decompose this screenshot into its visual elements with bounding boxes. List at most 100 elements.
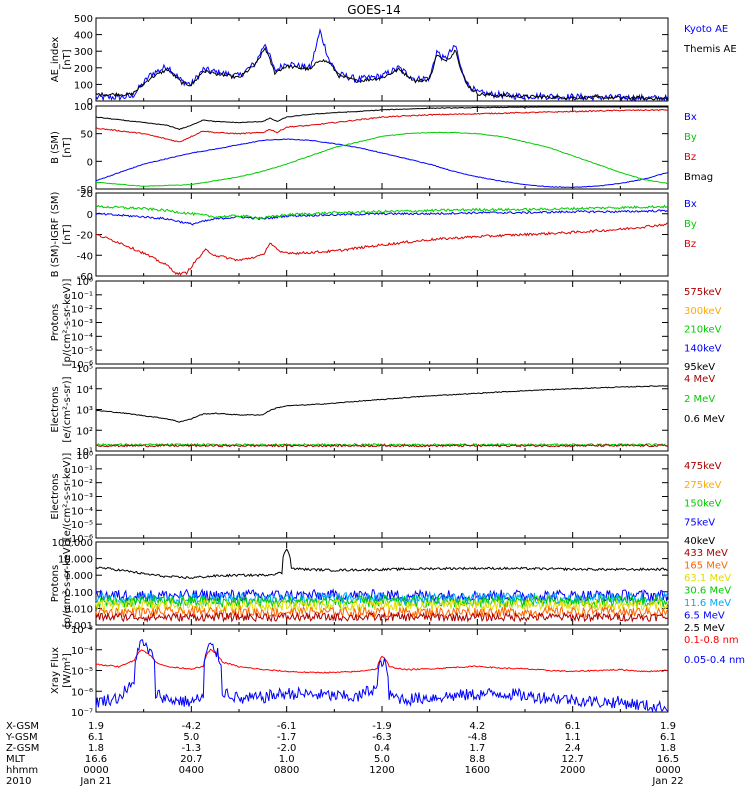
orbit-value: -2.0 [277, 743, 297, 754]
y-tick-label: -20 [77, 231, 93, 242]
y-axis-title: Xray Flux [50, 647, 61, 694]
orbit-value: 1200 [369, 765, 394, 776]
panel-electrons1: 10⁵ 10⁴ 10³ 10² 10¹ Electrons [e/(cm²-s-sr)] 4 … [50, 364, 725, 458]
y-axis-unit: [e/(cm²-s-sr-keV)] [62, 453, 73, 541]
series-bx [95, 209, 669, 226]
panel-frame [95, 541, 669, 626]
legend-11-6-mev: 11.6 MeV [684, 598, 731, 609]
series-0-05-0-4-nm [95, 639, 669, 713]
y-axis-title: B (SM) [50, 131, 61, 164]
y-tick-label: 10⁻³ [71, 625, 93, 636]
y-tick-label: -40 [77, 251, 93, 262]
y-tick-label: 0.001 [64, 621, 93, 632]
orbit-value: 0000 [83, 765, 108, 776]
legend-bmag: Bmag [684, 172, 713, 183]
y-tick-label: 10³ [76, 406, 93, 417]
series-0-1-0-8-nm [95, 648, 669, 674]
y-tick-label: -60 [77, 272, 93, 283]
y-tick-label: 10⁻³ [71, 319, 93, 330]
legend-63-1-mev: 63.1 MeV [684, 573, 731, 584]
orbit-value: 1.9 [88, 721, 104, 732]
y-tick-label: 0 [87, 157, 93, 168]
legend-40kev: 40keV [684, 536, 715, 547]
y-tick-label: 200 [74, 64, 93, 75]
y-tick-label: 10⁻⁷ [71, 708, 93, 719]
orbit-value: -6.1 [277, 721, 297, 732]
orbit-value: -4.2 [182, 721, 202, 732]
orbit-value: 6.1 [660, 732, 676, 743]
series-bz [95, 222, 669, 276]
legend-30-6-mev: 30.6 MeV [684, 586, 731, 597]
legend-2-mev: 2 MeV [684, 394, 715, 405]
series-kyoto-ae [95, 28, 669, 102]
orbit-value: -1.3 [182, 743, 202, 754]
y-tick-label: 100 [74, 102, 93, 113]
series-bz [95, 108, 669, 143]
orbit-value: 0000 [655, 765, 680, 776]
panel-frame [95, 367, 669, 452]
panel-protons2: 100.000 10.000 1.000 0.100 0.010 0.001 Protons… [50, 538, 731, 634]
y-tick-label: 20 [80, 189, 93, 200]
orbit-value: -4.8 [468, 732, 488, 743]
legend-75kev: 75keV [684, 517, 715, 528]
legend-140kev: 140keV [684, 343, 722, 354]
orbit-value: 20.7 [180, 754, 202, 765]
y-tick-label: 10¹ [76, 447, 93, 458]
orbit-value: -1.9 [372, 721, 392, 732]
legend-by: By [684, 132, 697, 143]
orbit-row-label: Y-GSM [5, 732, 38, 743]
orbit-row-label: hhmm [6, 765, 38, 776]
orbit-value: 2000 [560, 765, 585, 776]
y-axis-title: Electrons [50, 386, 61, 432]
orbit-row-label: X-GSM [6, 721, 39, 732]
legend-275kev: 275keV [684, 480, 722, 491]
orbit-value: 1600 [465, 765, 490, 776]
y-axis-title: B (SM)-IGRF (SM) [50, 192, 61, 278]
legend-150kev: 150keV [684, 499, 722, 510]
y-tick-label: 10⁻² [71, 305, 93, 316]
y-tick-label: 0.100 [64, 588, 93, 599]
legend-themis-ae: Themis AE [683, 44, 737, 55]
y-tick-label: 0 [87, 210, 93, 221]
y-axis-title: Electrons [50, 473, 61, 519]
legend-6-5-mev: 6.5 MeV [684, 611, 725, 622]
y-axis-unit: [e/(cm²-s-sr)] [62, 376, 73, 442]
orbit-value: 1.9 [660, 721, 676, 732]
orbit-value: 0.4 [374, 743, 390, 754]
y-tick-label: 0.010 [64, 604, 93, 615]
y-tick-label: 1.000 [64, 571, 93, 582]
y-tick-label: 10⁻⁴ [71, 506, 93, 517]
y-axis-title: Protons [50, 565, 61, 602]
panel-frame [95, 17, 669, 102]
series-11-6-mev [95, 591, 669, 606]
series-4-mev [95, 443, 669, 448]
orbit-value: 8.8 [469, 754, 485, 765]
series-165-mev [95, 605, 669, 619]
y-axis-unit: [p/(cm²-s-sr-keV)] [62, 279, 73, 367]
orbit-value: 1.7 [469, 743, 485, 754]
y-tick-label: 10⁻¹ [71, 291, 93, 302]
orbit-row-label: MLT [6, 754, 26, 765]
orbit-row-label: Z-GSM [6, 743, 39, 754]
orbit-value: 6.1 [88, 732, 104, 743]
y-tick-label: 10⁻¹ [71, 465, 93, 476]
legend-433-mev: 433 MeV [684, 548, 728, 559]
legend-475kev: 475keV [684, 461, 722, 472]
orbit-value: 2.4 [565, 743, 581, 754]
panel-bsm: 100 50 0 -50 B (SM) [nT] Bx By Bz Bmag [50, 102, 713, 196]
y-tick-label: 10⁻⁵ [71, 520, 93, 531]
y-tick-label: 10⁴ [76, 385, 93, 396]
y-tick-label: 10² [76, 426, 93, 437]
orbit-row-label: 2010 [6, 776, 31, 787]
y-axis-unit: [nT] [62, 49, 73, 69]
series-2-5-mev [95, 548, 669, 580]
panel-frame [95, 105, 669, 190]
panel-ae: 500 400 300 200 100 0 AE_index [nT] Kyoto AE Them… [50, 14, 737, 108]
orbit-value: 12.7 [562, 754, 584, 765]
y-tick-label: 10⁻⁴ [71, 646, 93, 657]
series-0-6-mev [95, 385, 669, 423]
legend-kyoto-ae: Kyoto AE [684, 24, 728, 35]
date-end: Jan 22 [651, 776, 683, 787]
y-tick-label: 10⁵ [76, 364, 93, 375]
